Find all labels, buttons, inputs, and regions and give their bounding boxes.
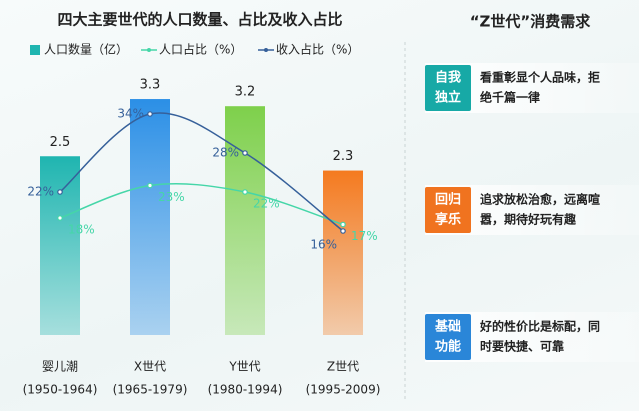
card-label: 独立 [435, 90, 461, 106]
bar [40, 156, 80, 335]
line [59, 183, 344, 226]
x-tick-label: Y世代 [228, 360, 260, 374]
x-tick-label: Z世代 [327, 360, 359, 374]
card-label: 享乐 [435, 212, 461, 228]
card-text: 好的性价比是标配，同 [479, 319, 600, 334]
value-label: 23% [158, 190, 185, 204]
legend-dot [147, 48, 151, 52]
card-label: 回归 [435, 192, 461, 208]
point [242, 150, 248, 156]
card-text: 绝千篇一律 [480, 90, 540, 105]
x-tick-sublabel: (1995-2009) [306, 383, 381, 397]
x-tick-label: 婴儿潮 [42, 359, 78, 374]
card-text: 看重彰显个人品味，拒 [480, 70, 600, 85]
value-label: 3.3 [140, 78, 161, 93]
value-label: 18% [68, 223, 95, 237]
point [340, 221, 346, 228]
value-label: 2.5 [50, 135, 71, 150]
legend-swatch [30, 45, 40, 55]
bar [323, 170, 363, 335]
point [57, 189, 63, 195]
card-label: 自我 [435, 70, 461, 86]
card-text: 时要快捷、可靠 [480, 339, 564, 354]
x-tick-sublabel: (1965-1979) [113, 383, 188, 397]
value-label: 2.3 [333, 149, 354, 164]
legend-dot [264, 48, 268, 52]
card-badge [425, 314, 471, 360]
card-text: 嚣，期待好玩有趣 [480, 212, 577, 227]
card-label: 功能 [435, 339, 461, 355]
legend-label: 人口占比（%） [159, 42, 242, 57]
value-label: 16% [310, 238, 337, 252]
card-badge [425, 65, 471, 111]
bar [130, 99, 170, 335]
chart-title: 四大主要世代的人口数量、占比及收入占比 [57, 11, 342, 29]
value-label: 34% [117, 107, 144, 121]
point [147, 111, 153, 117]
line [59, 112, 344, 232]
point [57, 215, 63, 221]
bar [225, 106, 265, 335]
point [340, 228, 346, 234]
value-label: 22% [253, 197, 280, 211]
value-label: 17% [351, 229, 378, 243]
legend-label: 收入占比（%） [276, 42, 359, 57]
x-tick-label: X世代 [134, 360, 166, 374]
value-label: 3.2 [235, 85, 256, 100]
legend-label: 人口数量（亿） [44, 42, 128, 57]
value-label: 28% [212, 146, 239, 160]
x-tick-sublabel: (1980-1994) [208, 383, 283, 397]
x-tick-sublabel: (1950-1964) [23, 383, 98, 397]
value-label: 22% [27, 185, 54, 199]
card-text: 追求放松治愈，远离喧 [480, 192, 600, 207]
point [147, 182, 153, 189]
card-badge [425, 187, 471, 233]
point [242, 189, 248, 195]
card-label: 基础 [434, 319, 461, 335]
panel-title: “Z世代”消费需求 [470, 13, 592, 31]
